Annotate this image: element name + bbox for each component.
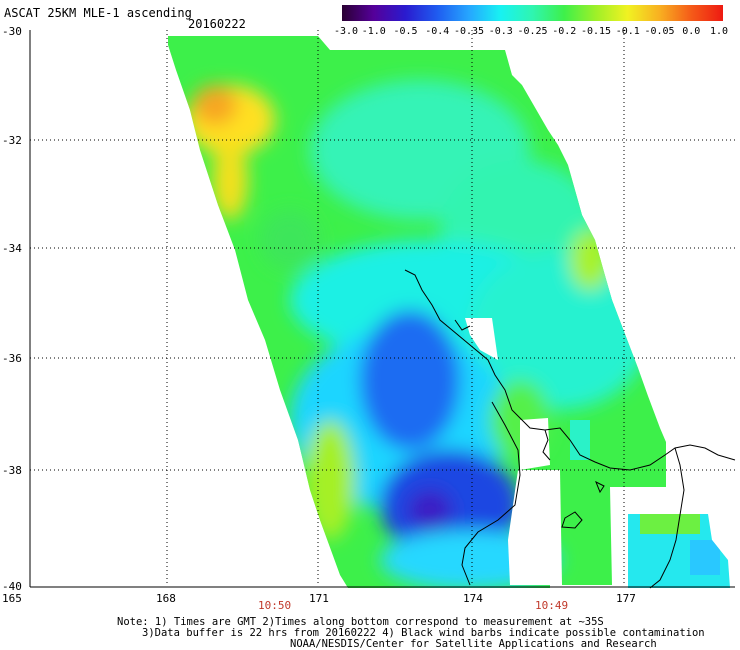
lon-label: 174	[463, 592, 483, 605]
note-line-3: NOAA/NESDIS/Center for Satellite Applica…	[290, 638, 657, 650]
east-swath-fragment	[628, 514, 730, 588]
lon-label: 177	[616, 592, 636, 605]
colorbar-tick-label: -0.25	[517, 26, 548, 37]
map-frame	[29, 30, 735, 588]
time-label-left: 10:50	[258, 599, 292, 612]
lon-label: 168	[156, 592, 176, 605]
colorbar-tick-label: 1.0	[709, 26, 729, 37]
coastline	[404, 269, 736, 589]
lat-label: -34	[2, 242, 22, 255]
colorbar-tick-label: -0.05	[644, 26, 675, 37]
colorbar-tick-label: 0.0	[682, 26, 701, 37]
note-line-2: 3)Data buffer is 22 hrs from 20160222 4)…	[142, 627, 705, 639]
colorbar-tick-label: -0.5	[393, 26, 418, 37]
colorbar-tick-label: -0.35	[453, 26, 485, 37]
colorbar-tick-label: -0.1	[615, 26, 640, 37]
colorbar-tick-label: -1.0	[361, 26, 386, 37]
map-title: ASCAT 25KM MLE-1 ascending	[4, 6, 192, 20]
colorbar-tick-label: -0.15	[580, 26, 612, 37]
time-label-right: 10:49	[535, 599, 569, 612]
colorbar	[342, 5, 723, 21]
colorbar-tick-label: -0.3	[488, 26, 513, 37]
colorbar-tick-label: -0.2	[552, 26, 577, 37]
graticule	[30, 30, 735, 586]
lat-label: -30	[2, 25, 22, 38]
lat-label: -38	[2, 464, 22, 477]
lat-label: -32	[2, 134, 22, 147]
lat-label: -40	[2, 580, 22, 593]
lon-label: 171	[309, 592, 329, 605]
lat-label: -36	[2, 352, 22, 365]
note-line-1: Note: 1) Times are GMT 2)Times along bot…	[117, 616, 604, 628]
colorbar-tick-label: -3.0	[333, 26, 359, 37]
colorbar-tick-label: -0.4	[425, 26, 450, 37]
map-date: 20160222	[188, 17, 246, 31]
lon-label: 165	[2, 592, 22, 605]
swath-data	[168, 36, 666, 588]
